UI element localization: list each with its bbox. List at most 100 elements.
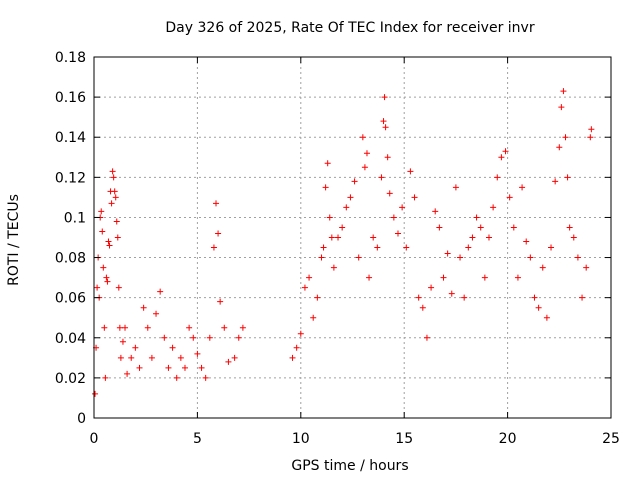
data-point bbox=[202, 374, 209, 381]
data-point bbox=[198, 364, 205, 371]
data-point bbox=[363, 150, 370, 157]
data-point bbox=[335, 234, 342, 241]
data-point bbox=[124, 370, 131, 377]
data-point bbox=[113, 218, 120, 225]
data-point bbox=[306, 274, 313, 281]
data-point bbox=[103, 274, 110, 281]
x-tick-label: 20 bbox=[499, 431, 517, 447]
y-tick-label: 0 bbox=[77, 411, 86, 427]
data-point bbox=[564, 174, 571, 181]
y-tick-label: 0.16 bbox=[55, 90, 86, 106]
data-point bbox=[444, 250, 451, 257]
data-point bbox=[310, 314, 317, 321]
data-point bbox=[552, 178, 559, 185]
data-point bbox=[477, 224, 484, 231]
data-point bbox=[566, 224, 573, 231]
data-point bbox=[108, 200, 115, 207]
data-point bbox=[109, 168, 116, 175]
data-point bbox=[457, 254, 464, 261]
data-point bbox=[235, 334, 242, 341]
data-point bbox=[403, 244, 410, 251]
axis-ticks bbox=[93, 56, 612, 419]
data-point bbox=[128, 354, 135, 361]
data-point bbox=[347, 194, 354, 201]
data-point bbox=[359, 134, 366, 141]
data-point bbox=[510, 224, 517, 231]
data-point bbox=[461, 294, 468, 301]
data-point bbox=[436, 224, 443, 231]
data-point bbox=[104, 278, 111, 285]
data-point bbox=[378, 174, 385, 181]
data-point bbox=[339, 224, 346, 231]
y-tick-label: 0.1 bbox=[64, 210, 86, 226]
data-point bbox=[415, 294, 422, 301]
data-point bbox=[558, 104, 565, 111]
data-point bbox=[169, 344, 176, 351]
data-point bbox=[100, 264, 107, 271]
x-tick-label: 5 bbox=[193, 431, 202, 447]
data-point bbox=[519, 184, 526, 191]
data-point bbox=[122, 324, 129, 331]
data-point bbox=[318, 254, 325, 261]
data-point bbox=[452, 184, 459, 191]
data-point bbox=[428, 284, 435, 291]
data-point bbox=[194, 350, 201, 357]
plot-frame bbox=[93, 56, 612, 419]
data-point bbox=[506, 194, 513, 201]
data-point bbox=[432, 208, 439, 215]
data-point bbox=[343, 204, 350, 211]
data-point bbox=[399, 204, 406, 211]
data-point bbox=[148, 354, 155, 361]
data-point bbox=[514, 274, 521, 281]
data-point bbox=[105, 238, 112, 245]
data-point bbox=[190, 334, 197, 341]
data-point bbox=[112, 194, 119, 201]
y-tick-label: 0.06 bbox=[55, 291, 86, 307]
data-point bbox=[102, 374, 109, 381]
data-point bbox=[485, 234, 492, 241]
data-point bbox=[440, 274, 447, 281]
data-point bbox=[374, 244, 381, 251]
data-point bbox=[384, 154, 391, 161]
data-point bbox=[548, 244, 555, 251]
data-point bbox=[355, 254, 362, 261]
data-point bbox=[469, 234, 476, 241]
data-point bbox=[502, 148, 509, 155]
data-point bbox=[324, 160, 331, 167]
data-point bbox=[394, 230, 401, 237]
data-point bbox=[361, 164, 368, 171]
data-point bbox=[494, 174, 501, 181]
data-point bbox=[297, 330, 304, 337]
data-point bbox=[330, 264, 337, 271]
data-point bbox=[115, 284, 122, 291]
data-point bbox=[419, 304, 426, 311]
data-point bbox=[213, 200, 220, 207]
data-point bbox=[144, 324, 151, 331]
data-point bbox=[110, 174, 117, 181]
data-point bbox=[328, 234, 335, 241]
data-point bbox=[132, 344, 139, 351]
data-point bbox=[583, 264, 590, 271]
data-point bbox=[366, 274, 373, 281]
data-point bbox=[320, 244, 327, 251]
data-point bbox=[481, 274, 488, 281]
data-point bbox=[574, 254, 581, 261]
data-point bbox=[210, 244, 217, 251]
data-point bbox=[411, 194, 418, 201]
chart-title: Day 326 of 2025, Rate Of TEC Index for r… bbox=[165, 20, 534, 36]
data-point bbox=[206, 334, 213, 341]
data-point bbox=[293, 344, 300, 351]
y-tick-label: 0.02 bbox=[55, 371, 86, 387]
data-point bbox=[111, 188, 118, 195]
x-tick-label: 25 bbox=[602, 431, 620, 447]
data-point bbox=[116, 324, 123, 331]
data-point bbox=[92, 390, 99, 397]
data-point bbox=[588, 126, 595, 133]
data-point bbox=[117, 354, 124, 361]
y-tick-label: 0.12 bbox=[55, 170, 86, 186]
y-axis-label: ROTI / TECUs bbox=[6, 194, 22, 286]
data-point bbox=[114, 234, 121, 241]
data-point bbox=[177, 354, 184, 361]
data-point bbox=[231, 354, 238, 361]
data-point bbox=[301, 284, 308, 291]
